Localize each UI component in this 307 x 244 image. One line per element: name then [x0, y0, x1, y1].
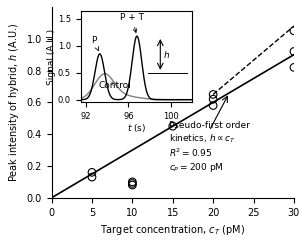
Point	[170, 124, 175, 128]
Point	[291, 65, 296, 69]
Point	[291, 50, 296, 53]
Point	[90, 175, 95, 179]
Point	[211, 92, 216, 96]
Point	[291, 29, 296, 33]
Y-axis label: Peak intensity of hybrid, $h$ (A.U.): Peak intensity of hybrid, $h$ (A.U.)	[7, 22, 21, 182]
X-axis label: Target concentration, $c_T$ (pM): Target concentration, $c_T$ (pM)	[100, 223, 245, 237]
Point	[130, 183, 135, 187]
Point	[130, 180, 135, 184]
Text: Pseudo-first order
kinetics, $h \propto c_T$
$R^2 = 0.95$
$c_P = 200$ pM: Pseudo-first order kinetics, $h \propto …	[169, 121, 250, 174]
Point	[90, 170, 95, 174]
Point	[130, 182, 135, 185]
Point	[211, 97, 216, 101]
Point	[211, 104, 216, 108]
